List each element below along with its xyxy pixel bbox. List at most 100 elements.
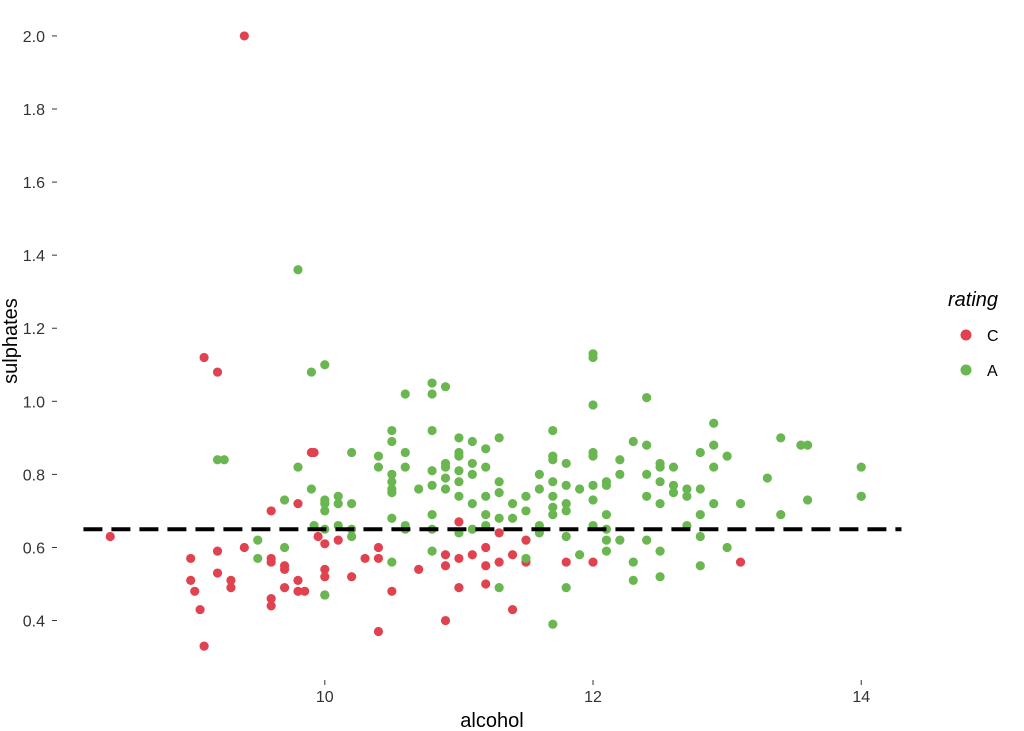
point-a <box>454 466 464 476</box>
point-a <box>494 513 504 523</box>
point-c <box>293 499 303 509</box>
point-c <box>239 31 249 41</box>
point-a <box>467 499 477 509</box>
point-a <box>655 572 665 582</box>
point-a <box>655 546 665 556</box>
point-a <box>454 451 464 461</box>
point-a <box>802 495 813 505</box>
point-a <box>521 506 531 516</box>
point-a <box>655 462 665 472</box>
point-a <box>548 509 558 520</box>
point-a <box>628 436 638 447</box>
point-c <box>320 572 330 582</box>
point-c <box>266 594 276 604</box>
point-a <box>373 462 384 472</box>
point-a <box>279 542 290 553</box>
point-a <box>722 451 732 461</box>
point-a <box>467 524 477 534</box>
point-c <box>481 579 491 589</box>
point-c <box>454 583 464 593</box>
point-a <box>575 484 585 494</box>
point-a <box>494 477 504 487</box>
point-c <box>561 557 571 567</box>
point-a <box>293 462 303 472</box>
point-c <box>494 528 504 538</box>
point-a <box>347 531 357 542</box>
point-a <box>695 447 705 458</box>
point-a <box>856 462 866 472</box>
point-a <box>333 499 343 509</box>
point-c <box>481 561 491 571</box>
point-a <box>440 462 451 472</box>
point-a <box>588 495 598 505</box>
point-c <box>735 557 746 567</box>
point-a <box>628 557 638 567</box>
point-a <box>306 367 316 377</box>
point-c <box>309 447 319 458</box>
point-a <box>387 436 397 447</box>
point-c <box>226 575 236 585</box>
point-a <box>440 484 451 494</box>
point-a <box>440 382 451 392</box>
point-a <box>668 462 679 472</box>
point-a <box>601 524 612 534</box>
y-tick-label: 1.6 <box>23 175 45 192</box>
point-a <box>521 553 531 564</box>
point-c <box>266 557 276 567</box>
y-tick-label: 1.2 <box>23 321 45 338</box>
point-a <box>320 506 330 516</box>
point-a <box>642 491 652 501</box>
point-c <box>199 352 209 363</box>
point-c <box>521 535 531 545</box>
point-a <box>561 458 571 469</box>
point-a <box>548 502 558 512</box>
point-a <box>454 491 464 501</box>
point-c <box>387 586 397 596</box>
point-a <box>440 473 451 483</box>
point-a <box>575 550 585 560</box>
point-a <box>481 444 491 454</box>
point-a <box>561 583 571 593</box>
point-a <box>796 440 806 450</box>
point-a <box>279 495 290 505</box>
point-a <box>655 499 665 509</box>
x-tick-label: 10 <box>316 689 334 706</box>
y-axis-title: sulphates <box>0 298 22 384</box>
point-c <box>507 550 518 560</box>
point-a <box>561 499 571 509</box>
point-a <box>642 469 652 479</box>
point-a <box>387 557 397 567</box>
point-a <box>642 393 652 403</box>
point-a <box>561 531 571 542</box>
point-c <box>212 568 223 578</box>
point-a <box>615 535 625 545</box>
point-a <box>507 499 518 509</box>
point-a <box>427 466 437 476</box>
point-c <box>239 542 249 553</box>
point-c <box>481 542 491 553</box>
point-a <box>642 535 652 545</box>
point-a <box>615 469 625 479</box>
point-a <box>320 590 330 600</box>
point-c <box>190 586 200 596</box>
point-a <box>481 462 491 472</box>
point-a <box>601 535 612 545</box>
point-a <box>347 447 357 458</box>
point-a <box>695 561 705 571</box>
point-a <box>387 513 397 523</box>
point-c <box>313 531 323 542</box>
point-a <box>588 480 598 490</box>
point-a <box>709 418 719 428</box>
point-a <box>642 440 652 450</box>
point-a <box>682 491 692 501</box>
point-c <box>333 535 343 545</box>
legend: rating C A <box>948 289 999 380</box>
point-c <box>494 557 504 567</box>
point-c <box>199 641 209 651</box>
point-a <box>427 389 437 399</box>
point-a <box>427 546 437 556</box>
point-c <box>266 601 276 611</box>
point-a <box>615 455 625 465</box>
point-c <box>347 572 357 582</box>
point-a <box>481 491 491 501</box>
